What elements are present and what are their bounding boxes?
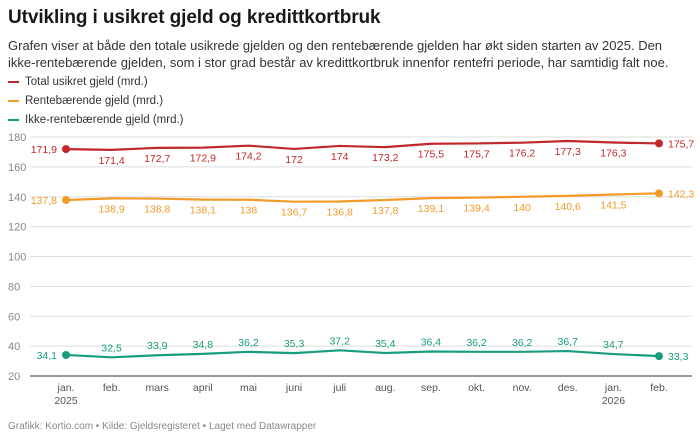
data-label: 36,7 [558,336,579,348]
data-label: 175,7 [463,148,489,160]
series-point-1 [655,189,663,198]
x-year-label: 2025 [54,395,78,407]
x-tick-label: okt. [468,382,485,394]
legend-item-total: Total usikret gjeld (mrd.) [8,73,184,90]
x-tick-label: feb. [103,382,121,394]
data-label: 171,4 [98,155,124,167]
chart-description: Grafen viser at både den totale usikrede… [8,38,669,70]
y-tick-label: 20 [8,371,20,383]
chart-legend: Total usikret gjeld (mrd.) Rentebærende … [8,73,184,130]
data-label: 171,9 [31,144,57,156]
x-tick-label: nov. [513,382,532,394]
data-label: 173,2 [372,152,398,164]
series-point-2 [62,350,70,359]
data-label: 36,2 [512,337,533,349]
x-tick-label: juni [285,382,302,394]
x-year-label: 2026 [602,395,626,407]
y-tick-label: 180 [8,132,26,144]
data-label: 138,1 [190,205,216,217]
data-label: 140 [513,202,531,214]
legend-label-interest: Rentebærende gjeld (mrd.) [25,94,164,107]
legend-item-interest: Rentebærende gjeld (mrd.) [8,92,184,109]
data-label: 36,2 [238,337,259,349]
series-line-1 [64,192,661,203]
data-label: 142,3 [668,188,694,200]
x-tick-label: jan. [604,382,622,394]
series-point-1 [62,196,70,205]
legend-item-noninterest: Ikke-rentebærende gjeld (mrd.) [8,111,184,128]
data-label: 33,3 [668,351,689,363]
data-label: 35,3 [284,338,305,350]
legend-swatch-total [8,80,19,83]
series-point-0 [655,139,663,148]
data-label: 136,8 [327,207,353,219]
x-tick-label: aug. [375,382,395,394]
data-label: 177,3 [555,146,581,158]
data-label: 140,6 [555,201,581,213]
data-label: 34,7 [603,339,624,351]
data-label: 137,8 [372,205,398,217]
series-line-0 [64,139,661,151]
series-point-2 [655,352,663,361]
data-label: 138,9 [98,203,124,215]
data-label: 33,9 [147,340,168,352]
x-tick-label: mars [146,382,169,394]
y-tick-label: 140 [8,192,26,204]
data-label: 175,5 [418,149,444,161]
x-tick-label: des. [558,382,578,394]
chart-footer: Grafikk: Kortio.com • Kilde: Gjeldsregis… [8,421,317,432]
data-label: 172,9 [190,153,216,165]
data-label: 36,4 [421,337,442,349]
data-label: 137,8 [31,195,57,207]
chart-title: Utvikling i usikret gjeld og kredittkort… [8,7,381,28]
y-tick-label: 60 [8,311,20,323]
y-tick-label: 100 [8,252,26,264]
series-line-2 [64,349,661,359]
legend-swatch-interest [8,99,19,102]
series-point-0 [62,145,70,154]
data-label: 175,7 [668,138,694,150]
x-tick-label: sep. [421,382,441,394]
data-label: 32,5 [101,342,122,354]
data-label: 139,1 [418,203,444,215]
data-label: 35,4 [375,338,396,350]
x-tick-label: mai [240,382,257,394]
x-tick-label: juli [332,382,346,394]
data-label: 172,7 [144,153,170,165]
data-label: 36,2 [466,337,487,349]
data-label: 37,2 [329,335,350,347]
data-label: 174,2 [235,151,261,163]
line-chart: 20 40 60 80 100 120 140 160 180 jan. feb. mars april… [8,132,694,407]
y-tick-label: 40 [8,341,20,353]
data-label: 138,8 [144,204,170,216]
data-label: 141,5 [600,200,626,212]
data-label: 138 [240,205,258,217]
data-label: 34,8 [193,339,214,351]
x-tick-label: feb. [650,382,668,394]
legend-label-noninterest: Ikke-rentebærende gjeld (mrd.) [25,113,184,126]
data-label: 174 [331,151,349,163]
x-tick-label: april [193,382,213,394]
y-tick-label: 160 [8,162,26,174]
data-label: 172 [285,154,303,166]
data-label: 176,2 [509,148,535,160]
y-tick-label: 120 [8,222,26,234]
legend-swatch-noninterest [8,118,19,121]
data-label: 34,1 [37,350,58,362]
y-tick-label: 80 [8,281,20,293]
legend-label-total: Total usikret gjeld (mrd.) [25,75,148,88]
data-label: 136,7 [281,207,307,219]
data-label: 139,4 [463,203,489,215]
data-label: 176,3 [600,148,626,160]
x-tick-label: jan. [57,382,75,394]
